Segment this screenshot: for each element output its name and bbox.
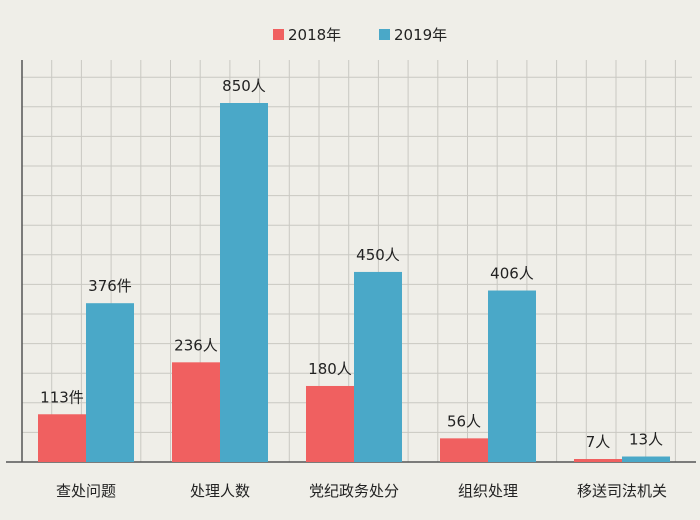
bar-2019-2: [354, 271, 402, 462]
data-label: 376件: [88, 277, 132, 295]
bar-2018-0: [38, 414, 86, 462]
bar-2019-0: [86, 303, 134, 462]
bars: [38, 103, 670, 462]
data-label: 406人: [490, 265, 534, 283]
data-labels: 113件 376件 236人 850人 180人 450人 56人 406人 7人 13人: [40, 77, 663, 451]
category-label: 移送司法机关: [577, 482, 667, 500]
data-label: 56人: [447, 412, 481, 430]
legend-swatch: [379, 29, 390, 40]
bar-2018-2: [306, 385, 354, 462]
bar-2018-3: [440, 438, 488, 462]
category-label: 党纪政务处分: [309, 482, 399, 500]
data-label: 13人: [629, 431, 663, 449]
bar-2019-3: [488, 290, 536, 462]
legend-label: 2019年: [394, 26, 447, 44]
legend: 2018年 2019年: [273, 26, 447, 44]
data-label: 236人: [174, 336, 218, 354]
bar-2019-4: [622, 456, 670, 462]
data-label: 7人: [586, 433, 611, 451]
category-label: 查处问题: [56, 482, 116, 500]
data-label: 850人: [222, 77, 266, 95]
category-label: 组织处理: [458, 482, 518, 500]
data-label: 450人: [356, 246, 400, 264]
legend-swatch: [273, 29, 284, 40]
bar-2018-4: [574, 459, 622, 462]
category-label: 处理人数: [190, 482, 250, 500]
bar-2019-1: [220, 103, 268, 462]
category-labels: 查处问题 处理人数 党纪政务处分 组织处理 移送司法机关: [56, 482, 667, 500]
data-label: 113件: [40, 388, 84, 406]
bar-2018-1: [172, 362, 220, 462]
legend-label: 2018年: [288, 26, 341, 44]
data-label: 180人: [308, 360, 352, 378]
